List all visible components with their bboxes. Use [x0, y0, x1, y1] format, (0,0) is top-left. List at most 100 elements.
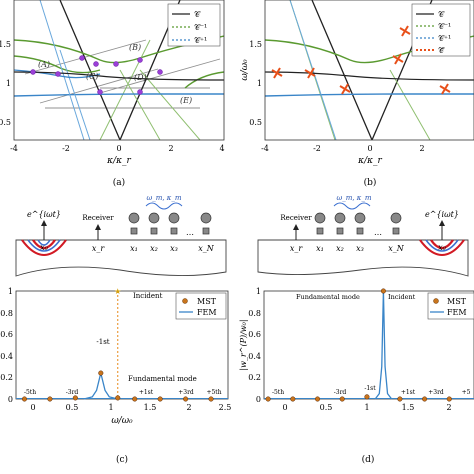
ytick-d-0.8: 0.8: [248, 309, 261, 318]
res-d-3: x₃: [356, 244, 364, 253]
ytick-c-0.2: 0.2: [0, 373, 13, 382]
legend-d-fem: FEM: [447, 308, 467, 317]
source-pos-d: x₀: [438, 243, 447, 252]
xtick-a-2: 2: [168, 144, 173, 153]
xtick-b-m4: -4: [261, 144, 269, 153]
ytick-a-1: 1: [6, 79, 11, 88]
panel-c-marks: ★: [16, 287, 228, 402]
res-c-1: x₁: [130, 244, 138, 253]
wave-source-c: [21, 239, 67, 256]
res-c-3: x₃: [170, 244, 178, 253]
ytick-d-0.6: 0.6: [248, 330, 261, 339]
xtick-d-2: 2: [446, 403, 451, 412]
legend-a-c: 𝒞: [194, 10, 201, 19]
annotation-b: (B): [129, 43, 141, 52]
legend-b: 𝒞 𝒞⁻¹ 𝒞⁺¹ 𝒞̃: [411, 3, 471, 57]
mst-point: [314, 396, 321, 402]
annotation-e: (E): [180, 96, 192, 105]
receiver-pos-d: x_r: [290, 244, 304, 253]
mst-point: [290, 396, 296, 402]
caption-d: (d): [362, 454, 375, 465]
ytick-c-1: 1: [8, 287, 13, 296]
legend-d: MST FEM: [427, 292, 474, 320]
xlabel-b: κ/κ_r: [357, 156, 382, 166]
xlabel-a: κ/κ_r: [106, 156, 131, 166]
ytick-b-1.5: 1.5: [249, 40, 262, 49]
ytick-d-0: 0: [256, 395, 261, 404]
legend-c: MST FEM: [175, 292, 227, 320]
res-c-dots: …: [186, 228, 194, 237]
xtick-c-2: 2: [186, 403, 191, 412]
mst-point: [265, 396, 271, 402]
incident-d: Incident: [388, 293, 416, 301]
annotation-d: (D): [134, 73, 147, 82]
mst-point: [339, 396, 345, 402]
mst-point: [364, 394, 370, 400]
legend-b-cp1: 𝒞⁺¹: [438, 34, 451, 43]
xtick-c-0: 0: [30, 403, 35, 412]
order-d-p5: +5: [462, 389, 471, 396]
xtick-d-1: 1: [364, 403, 369, 412]
wave-source-d: [419, 239, 465, 256]
ytick-c-0: 0: [8, 395, 13, 404]
mst-point: [72, 395, 78, 401]
ytick-b-0.5: 0.5: [249, 118, 262, 127]
xtick-b-2: 2: [419, 144, 424, 153]
annotation-c: (C): [86, 72, 98, 81]
order-d-m1: -1st: [364, 385, 376, 392]
mst-point: [132, 396, 138, 402]
legend-a: 𝒞 𝒞⁻¹ 𝒞⁺¹: [167, 3, 221, 47]
order-c-p3: +3rd: [178, 389, 194, 396]
ytick-c-0.6: 0.6: [0, 330, 13, 339]
legend-b-ctilde: 𝒞̃: [438, 46, 445, 55]
caption-c: (c): [116, 454, 128, 465]
xtick-b-m2: -2: [313, 144, 321, 153]
xtick-a-m4: -4: [10, 144, 18, 153]
legend-a-cm1: 𝒞⁻¹: [194, 23, 207, 32]
order-c-m3: -3rd: [66, 389, 79, 396]
order-d-p1: +1st: [401, 389, 416, 396]
incident-c: Incident: [133, 292, 163, 300]
ytick-c-0.8: 0.8: [0, 309, 13, 318]
ytick-d-1: 1: [256, 287, 261, 296]
ytick-a-0.5: 0.5: [0, 118, 11, 127]
ylabel-d: |w_r^(P)/w₀|: [239, 319, 248, 370]
mst-point: [21, 396, 28, 402]
mst-point: [208, 396, 214, 402]
ytick-c-0.4: 0.4: [0, 352, 13, 361]
panel-b: 𝒞 𝒞⁻¹ 𝒞⁺¹ 𝒞̃ 1.5 1 0.5 ω/ω₀ -4 -2 0 2 κ/…: [240, 0, 474, 188]
legend-b-cm1: 𝒞⁻¹: [438, 22, 451, 31]
ytick-a-1.5: 1.5: [0, 40, 11, 49]
res-c-n: x_N: [198, 244, 215, 253]
xtick-d-1.5: 1.5: [402, 403, 415, 412]
order-c-p5: +5th: [206, 389, 221, 396]
xtick-c-0.5: 0.5: [66, 403, 79, 412]
mst-point: [47, 396, 53, 402]
xtick-c-2.5: 2.5: [219, 403, 232, 412]
res-c-2: x₂: [150, 244, 158, 253]
xtick-d-0.5: 0.5: [320, 403, 333, 412]
mst-point: [183, 396, 189, 402]
xtick-d-0: 0: [282, 403, 287, 412]
legend-a-cp1: 𝒞⁺¹: [194, 36, 207, 45]
order-d-p3: +3rd: [428, 389, 444, 396]
panel-a: (A) (B) (C) (D) (E) 𝒞 𝒞⁻¹ 𝒞⁺¹ 1.5 1 0.5 …: [0, 0, 225, 188]
modulation-c: ω_m, κ_m: [146, 194, 181, 202]
panel-c-plot: ★ Incident Fundamental mode -1st -5th -3…: [0, 287, 231, 465]
mst-point: [446, 396, 452, 402]
res-d-dots: …: [374, 228, 382, 237]
fem-line: [374, 290, 393, 400]
mst-point: [380, 288, 386, 294]
xtick-c-1.5: 1.5: [144, 403, 157, 412]
resonators-c: [128, 212, 212, 235]
ytick-b-1: 1: [257, 79, 262, 88]
mst-point: [422, 396, 428, 402]
annotation-a: (A): [38, 60, 50, 69]
receiver-label-c: Receiver: [82, 214, 114, 222]
xtick-b-0: 0: [367, 144, 372, 153]
legend-c-fem: FEM: [197, 308, 217, 317]
legend-c-mst: MST: [197, 297, 217, 306]
order-d-m5: -5th: [272, 389, 284, 396]
mst-point: [397, 396, 403, 402]
